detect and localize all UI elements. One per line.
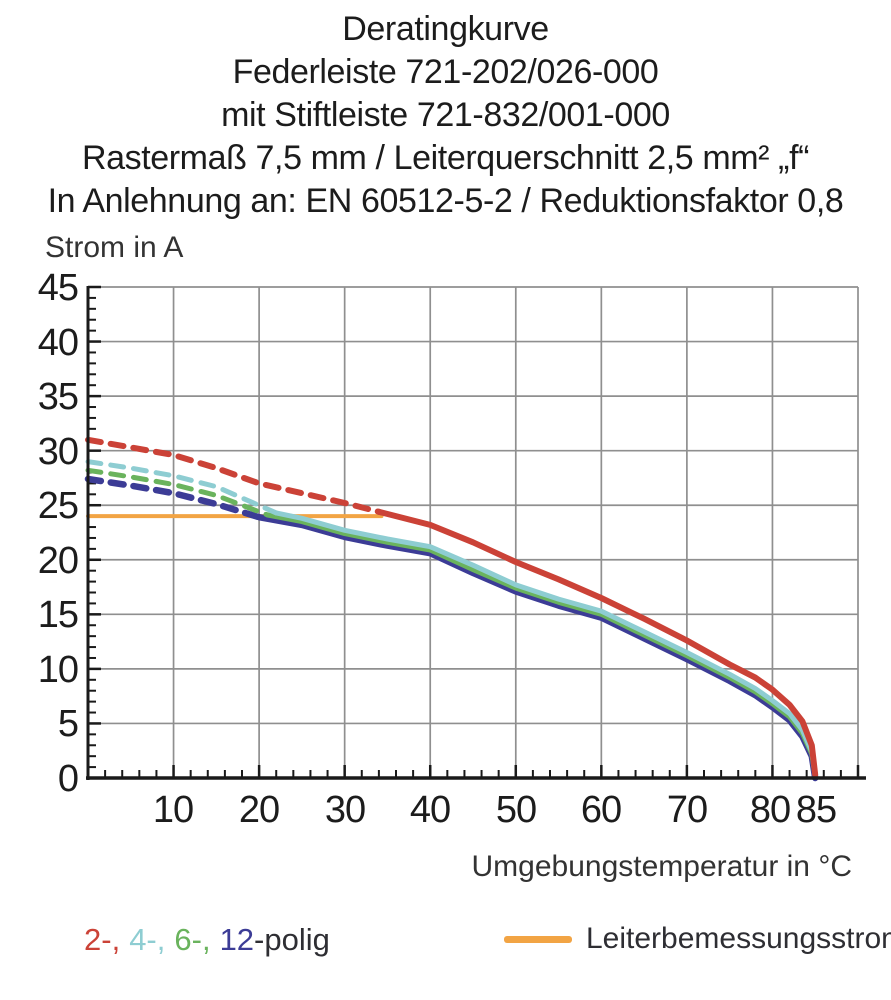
y-tick-5: 5: [58, 703, 78, 745]
chart-gridlines: [87, 286, 859, 779]
y-tick-20: 20: [38, 540, 78, 582]
y-tick-10: 10: [38, 649, 78, 691]
y-tick-30: 30: [38, 431, 78, 473]
x-tick-20: 20: [239, 789, 279, 831]
legend-pole-6: 6-,: [174, 922, 211, 957]
x-tick-80: 80: [750, 789, 790, 831]
title-line-2: Federleiste 721-202/026-000: [232, 53, 659, 91]
axis-tick-marks: [86, 285, 860, 780]
chart-title-block: Deratingkurve Federleiste 721-202/026-00…: [0, 8, 891, 223]
title-line-5: In Anlehnung an: EN 60512-5-2 / Reduktio…: [47, 182, 844, 220]
curve-2-polig: [85, 436, 382, 515]
title-line-3: mit Stiftleiste 721-832/001-000: [221, 96, 670, 134]
rated-current-line-swatch: [504, 935, 572, 943]
y-tick-25: 25: [38, 485, 78, 527]
legend-pole-12: 12: [219, 922, 255, 957]
y-axis-label: Strom in A: [45, 231, 184, 264]
y-tick-15: 15: [38, 594, 78, 636]
x-tick-50: 50: [496, 789, 536, 831]
curve-6-polig: [265, 512, 818, 780]
x-tick-85: 85: [796, 789, 836, 831]
title-line-4: Rastermaß 7,5 mm / Leiterquerschnitt 2,5…: [81, 139, 810, 177]
x-tick-60: 60: [581, 789, 621, 831]
legend-pole-suffix: -polig: [254, 922, 330, 957]
y-tick-40: 40: [38, 322, 78, 364]
curve-12-polig: [255, 513, 819, 782]
legend-pole-list: 2-, 4-, 6-, 12: [84, 922, 254, 957]
y-tick-labels: 45 40 35 30 25 20 15 10 5 0: [38, 267, 79, 800]
x-tick-labels: 10 20 30 40 50 60 70 80 85: [153, 789, 837, 831]
title-line-1: Deratingkurve: [342, 10, 549, 48]
chart-curves: [84, 436, 819, 782]
legend-pole-2: 2-,: [84, 922, 121, 957]
x-tick-30: 30: [325, 789, 365, 831]
curve-6-polig: [85, 467, 271, 518]
curve-12-polig: [84, 475, 263, 521]
curve-4-polig: [273, 510, 818, 779]
legend-rated-current: Leiterbemessungsstrom: [504, 922, 891, 956]
legend-pole-4: 4-,: [129, 922, 166, 957]
x-tick-70: 70: [667, 789, 707, 831]
rated-current-label: Leiterbemessungsstrom: [586, 922, 891, 955]
x-axis-label: Umgebungstemperatur in °C: [471, 850, 852, 883]
x-tick-10: 10: [153, 789, 193, 831]
y-tick-0: 0: [58, 758, 78, 800]
legend-pole-counts: 2-, 4-, 6-, 12-polig: [84, 922, 330, 958]
axis-lines: [86, 286, 866, 780]
y-tick-35: 35: [38, 376, 78, 418]
curve-2-polig: [375, 508, 819, 778]
curve-4-polig: [85, 459, 279, 516]
x-tick-40: 40: [410, 789, 450, 831]
y-tick-45: 45: [38, 267, 78, 309]
